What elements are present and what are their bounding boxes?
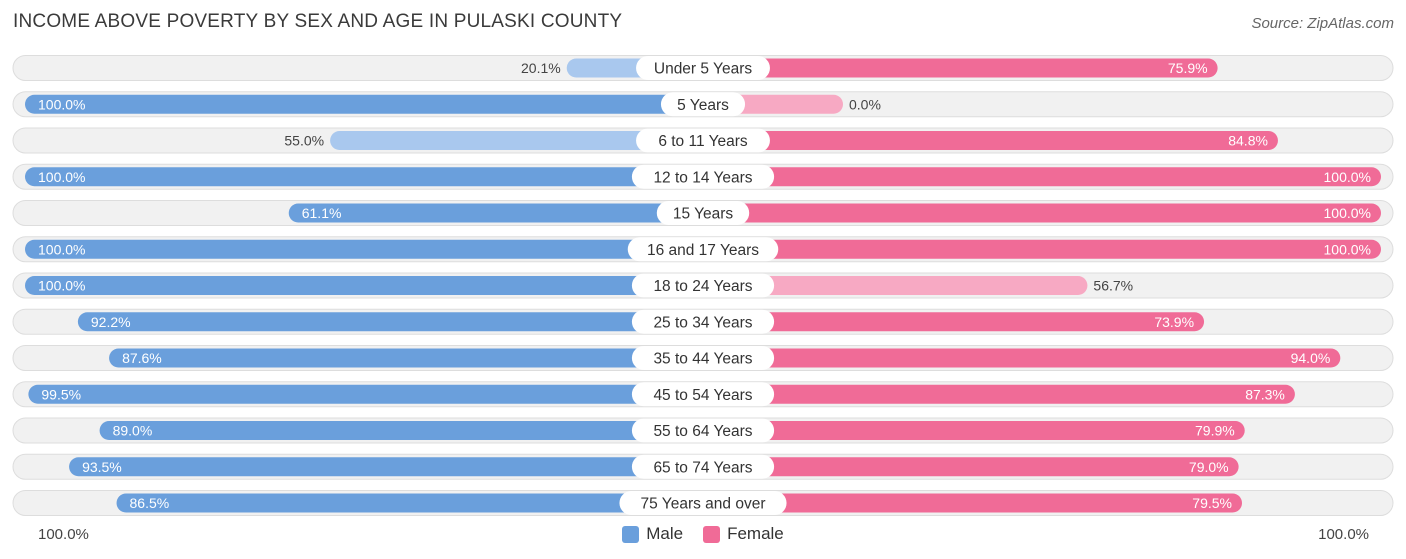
female-value-label: 84.8%	[1228, 133, 1268, 149]
category-pill	[631, 454, 775, 479]
category-label: 55 to 64 Years	[653, 423, 752, 440]
category-label: 65 to 74 Years	[653, 459, 752, 476]
male-bar	[25, 276, 703, 295]
male-bar	[109, 348, 703, 368]
category-label: 45 to 54 Years	[653, 387, 752, 404]
female-bar	[703, 384, 1295, 404]
female-value-label: 79.9%	[1195, 423, 1235, 439]
female-value-label: 79.0%	[1189, 459, 1229, 475]
female-bar	[703, 493, 1243, 513]
female-bar	[703, 421, 1245, 440]
female-bar	[703, 348, 1341, 368]
category-label: 18 to 24 Years	[653, 278, 752, 295]
male-value-label: 100.0%	[38, 241, 85, 257]
female-value-label: 79.5%	[1192, 495, 1232, 511]
female-bar	[703, 312, 1205, 332]
category-pill	[631, 418, 775, 443]
category-pill	[631, 273, 775, 298]
male-bar	[25, 167, 703, 187]
category-label: Under 5 Years	[654, 61, 752, 78]
male-value-label: 100.0%	[38, 278, 85, 294]
legend-item-male[interactable]: Male	[622, 524, 683, 544]
category-pill	[631, 346, 775, 370]
male-value-label: 55.0%	[284, 133, 324, 149]
male-value-label: 100.0%	[38, 169, 85, 185]
chart-title: INCOME ABOVE POVERTY BY SEX AND AGE IN P…	[13, 11, 623, 32]
male-bar	[69, 457, 703, 477]
female-bar	[703, 131, 1278, 150]
legend-item-female[interactable]: Female	[703, 524, 784, 544]
female-value-label: 73.9%	[1154, 314, 1194, 330]
male-bar	[288, 203, 703, 223]
category-label: 15 Years	[673, 206, 734, 223]
category-label: 6 to 11 Years	[658, 133, 748, 150]
male-bar	[25, 94, 703, 114]
female-bar	[703, 276, 1088, 295]
category-pill	[636, 56, 770, 80]
male-bar	[77, 312, 703, 332]
male-value-label: 93.5%	[82, 459, 122, 475]
category-pill	[631, 382, 775, 407]
female-bar	[703, 58, 1218, 78]
female-value-label: 100.0%	[1324, 241, 1371, 257]
axis-right-label: 100.0%	[1318, 526, 1369, 543]
category-pill	[656, 201, 750, 225]
category-label: 25 to 34 Years	[653, 314, 752, 331]
axis-left-label: 100.0%	[38, 526, 89, 543]
category-label: 35 to 44 Years	[653, 351, 752, 368]
female-value-label: 94.0%	[1291, 350, 1331, 366]
male-value-label: 89.0%	[113, 423, 153, 439]
legend-male-label: Male	[646, 524, 684, 543]
female-bar	[703, 167, 1381, 187]
female-swatch	[703, 525, 721, 543]
category-pill	[631, 309, 775, 334]
category-label: 16 and 17 Years	[647, 242, 759, 259]
male-value-label: 99.5%	[41, 386, 81, 402]
male-swatch	[622, 525, 640, 543]
female-value-label: 100.0%	[1324, 169, 1371, 185]
female-value-label: 100.0%	[1324, 205, 1371, 221]
male-bar	[25, 239, 703, 259]
legend-female-label: Female	[727, 524, 784, 543]
male-value-label: 92.2%	[91, 314, 131, 330]
category-pill	[627, 237, 779, 262]
category-label: 5 Years	[677, 97, 729, 114]
category-pill	[660, 92, 746, 117]
category-pill	[619, 491, 787, 515]
male-value-label: 100.0%	[38, 96, 85, 112]
category-label: 75 Years and over	[641, 496, 766, 513]
male-bar	[116, 493, 703, 513]
category-pill	[636, 128, 770, 153]
category-pill	[631, 164, 775, 189]
male-value-label: 86.5%	[130, 495, 170, 511]
legend: Male Female	[0, 524, 1406, 544]
male-value-label: 61.1%	[302, 205, 342, 221]
female-value-label: 56.7%	[1093, 278, 1133, 294]
female-bar	[703, 203, 1381, 223]
female-bar	[703, 457, 1239, 477]
female-value-label: 0.0%	[849, 96, 881, 112]
male-bar	[99, 421, 703, 440]
female-value-label: 87.3%	[1245, 386, 1285, 402]
category-label: 12 to 14 Years	[653, 169, 752, 186]
male-bar	[28, 384, 703, 404]
female-bar	[703, 239, 1381, 259]
male-value-label: 87.6%	[122, 350, 162, 366]
male-bar	[330, 131, 703, 150]
female-value-label: 75.9%	[1168, 60, 1208, 76]
source-label: Source: ZipAtlas.com	[1251, 15, 1394, 32]
male-value-label: 20.1%	[521, 60, 561, 76]
